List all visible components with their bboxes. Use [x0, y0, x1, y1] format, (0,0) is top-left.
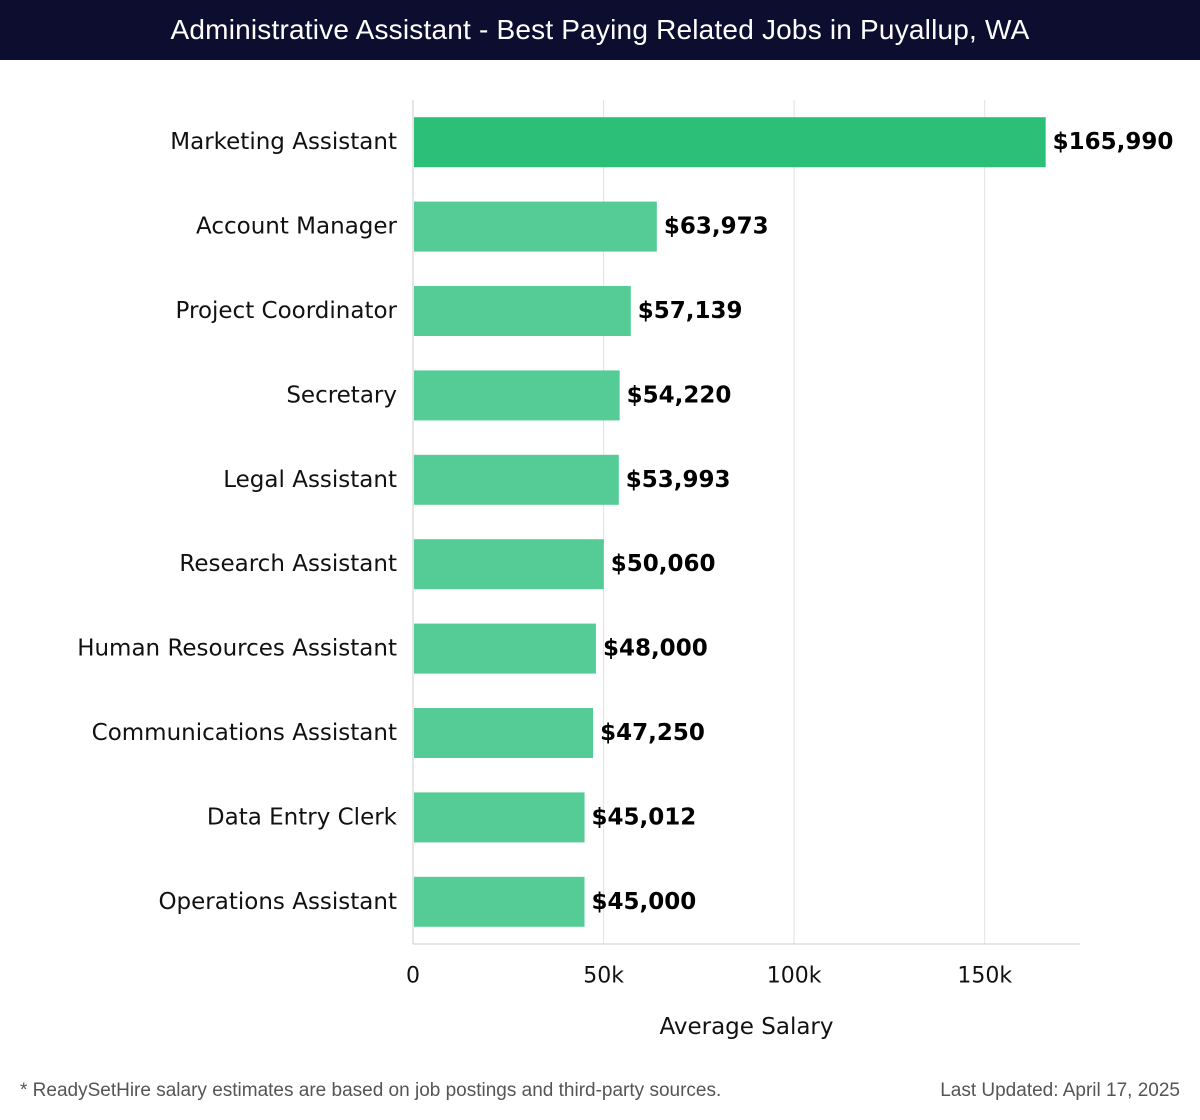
category-label: Operations Assistant [158, 889, 397, 915]
value-label: $54,220 [627, 382, 732, 408]
x-tick-label: 50k [583, 964, 624, 989]
bar [414, 286, 631, 336]
bar [414, 708, 594, 758]
category-label: Legal Assistant [223, 467, 397, 493]
bar-chart: Marketing Assistant $165,990 Account Manag… [77, 100, 1174, 1040]
category-label: Secretary [286, 382, 397, 408]
category-label: Account Manager [196, 214, 398, 240]
x-tick-label: 0 [406, 964, 420, 989]
x-axis-title: Average Salary [659, 1014, 833, 1040]
bar [414, 370, 620, 421]
value-label: $63,973 [664, 214, 769, 240]
category-label: Human Resources Assistant [77, 636, 397, 662]
category-label: Marketing Assistant [170, 129, 397, 155]
bar [414, 454, 619, 505]
footer-note: * ReadySetHire salary estimates are base… [20, 1080, 722, 1101]
value-label: $47,250 [600, 720, 705, 746]
bar [414, 539, 604, 590]
value-label: $53,993 [626, 467, 731, 493]
x-tick-label: 100k [767, 964, 822, 989]
category-label: Research Assistant [179, 551, 397, 577]
value-label: $50,060 [611, 551, 716, 577]
x-tick-label: 150k [957, 964, 1012, 989]
value-label: $45,000 [592, 889, 697, 915]
category-label: Data Entry Clerk [207, 804, 398, 830]
bar [414, 117, 1046, 168]
last-updated: Last Updated: April 17, 2025 [940, 1080, 1180, 1101]
category-label: Communications Assistant [92, 720, 397, 746]
bar [414, 792, 585, 843]
category-label: Project Coordinator [176, 298, 398, 324]
chart-header: Administrative Assistant - Best Paying R… [0, 0, 1200, 60]
bar [414, 623, 596, 674]
value-label: $57,139 [638, 298, 743, 324]
value-label: $45,012 [592, 804, 697, 830]
value-label: $48,000 [603, 636, 708, 662]
value-label: $165,990 [1053, 129, 1174, 155]
chart-title: Administrative Assistant - Best Paying R… [170, 14, 1030, 45]
bar [414, 876, 585, 927]
bar [414, 201, 657, 252]
